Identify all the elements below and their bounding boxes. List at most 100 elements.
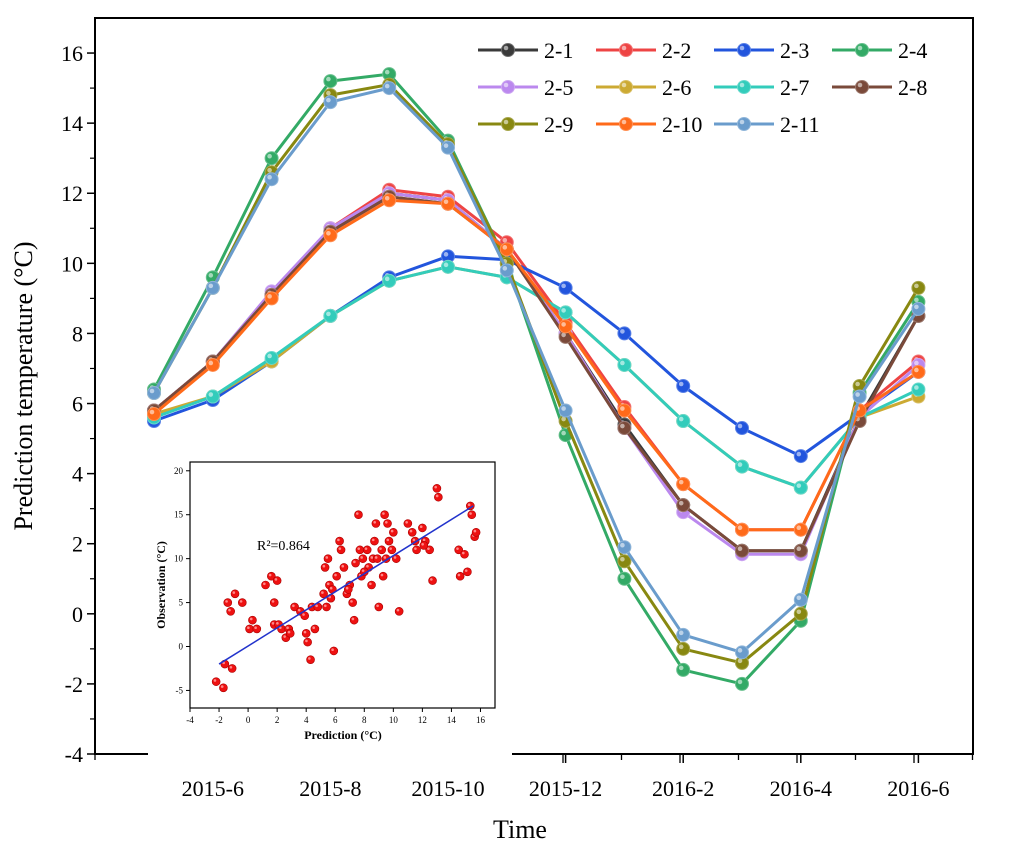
data-point-2-7 — [264, 350, 279, 365]
data-point-2-11 — [382, 81, 397, 96]
scatter-point-highlight — [331, 648, 334, 651]
inset-x-tick-label: 4 — [304, 715, 309, 725]
scatter-point-highlight — [297, 608, 301, 612]
inset-background — [148, 455, 512, 766]
scatter-point — [432, 484, 442, 493]
data-point-2-10 — [558, 319, 573, 334]
scatter-point-highlight — [274, 578, 278, 581]
scatter-point-highlight — [467, 503, 471, 507]
scatter-point — [320, 563, 330, 572]
data-point-2-11 — [735, 645, 749, 660]
scatter-point-highlight — [385, 521, 388, 524]
scatter-point — [384, 536, 394, 546]
legend-swatch-highlight — [621, 82, 627, 88]
scatter-point — [329, 646, 339, 656]
scatter-point — [344, 585, 353, 594]
data-point-highlight — [326, 76, 331, 82]
scatter-point-highlight — [315, 604, 318, 608]
inset-scatter: -4 -2 0 2 4 6 8 10 12 14 16 -5 0 5 10 15 20 R²=0.864 Pre… — [148, 455, 512, 766]
data-point-highlight — [737, 546, 743, 552]
scatter-point — [463, 567, 472, 577]
data-point-2-7 — [676, 414, 691, 429]
data-point-2-4 — [617, 571, 632, 586]
scatter-point — [367, 580, 376, 590]
scatter-point — [354, 510, 363, 520]
data-point-highlight — [737, 423, 743, 429]
scatter-point — [373, 554, 382, 563]
scatter-point-highlight — [357, 547, 361, 550]
data-point-highlight — [326, 311, 331, 317]
data-point-highlight — [326, 90, 331, 96]
scatter-point — [351, 558, 360, 568]
scatter-point-highlight — [396, 608, 400, 612]
data-point-highlight — [443, 199, 449, 205]
series-2-11 — [147, 81, 926, 660]
main-y-axis-label: Prediction temperature (°C) — [9, 241, 38, 530]
scatter-point — [269, 598, 279, 607]
data-point-highlight — [737, 462, 743, 467]
scatter-point-highlight — [430, 578, 433, 581]
y-tick-label: 0 — [72, 602, 83, 627]
data-point-2-4 — [264, 151, 279, 166]
inset-y-tick-label: 10 — [174, 554, 184, 564]
scatter-point-highlight — [321, 591, 324, 594]
data-point-2-8 — [676, 498, 691, 513]
scatter-point — [355, 545, 365, 555]
legend-swatch-marker — [855, 80, 869, 94]
scatter-point-highlight — [271, 622, 275, 625]
data-point-highlight — [737, 648, 743, 653]
inset-x-tick-label: -4 — [186, 715, 194, 725]
data-point-2-10 — [735, 522, 749, 537]
scatter-point-highlight — [312, 626, 316, 630]
data-point-highlight — [678, 381, 684, 387]
inset-x-tick-label: 16 — [476, 715, 486, 725]
data-point-2-11 — [441, 140, 455, 155]
scatter-point — [336, 545, 346, 555]
main-y-axis: -4 -2 0 2 4 6 8 10 12 14 16 — [61, 41, 95, 767]
data-point-highlight — [796, 483, 802, 488]
scatter-point-highlight — [292, 604, 295, 608]
y-tick-label: 8 — [72, 321, 83, 346]
scatter-point-highlight — [427, 547, 430, 550]
scatter-point-highlight — [435, 494, 439, 498]
scatter-point-highlight — [326, 582, 330, 586]
data-point-2-10 — [441, 196, 455, 211]
legend-swatch-highlight — [739, 119, 745, 125]
scatter-point-highlight — [457, 573, 461, 577]
y-tick-label: 14 — [61, 111, 83, 136]
data-point-highlight — [561, 416, 566, 422]
scatter-point-highlight — [286, 626, 289, 630]
scatter-point-highlight — [355, 512, 359, 515]
scatter-point — [383, 519, 392, 528]
scatter-point-highlight — [305, 639, 308, 643]
scatter-point-highlight — [249, 617, 253, 621]
data-point-2-7 — [382, 273, 397, 288]
data-point-highlight — [914, 360, 919, 366]
scatter-point — [285, 629, 295, 638]
legend-swatch-marker — [737, 43, 751, 57]
x-tick-label: 2015-6 — [182, 776, 244, 801]
legend-item-2-10: 2-10 — [596, 112, 702, 137]
scatter-point — [323, 554, 333, 563]
y-tick-label: 10 — [61, 251, 83, 276]
scatter-point — [223, 598, 233, 607]
scatter-point-highlight — [389, 547, 392, 550]
series-2-10 — [147, 193, 926, 537]
scatter-point — [378, 571, 388, 581]
data-point-2-3 — [793, 449, 808, 464]
data-point-2-3 — [558, 280, 573, 295]
legend-swatch-highlight — [857, 45, 863, 51]
data-point-2-9 — [617, 554, 632, 569]
scatter-point-highlight — [350, 600, 353, 603]
data-point-2-8 — [793, 543, 808, 558]
inset-x-tick-label: 8 — [362, 715, 367, 725]
data-point-highlight — [502, 266, 508, 271]
data-point-2-10 — [147, 407, 161, 422]
scatter-point-highlight — [456, 547, 459, 550]
data-point-2-3 — [617, 326, 632, 341]
data-point-highlight — [678, 500, 684, 506]
scatter-point-highlight — [287, 630, 291, 634]
legend-swatch-highlight — [503, 45, 509, 51]
y-tick-label: 2 — [72, 532, 83, 557]
